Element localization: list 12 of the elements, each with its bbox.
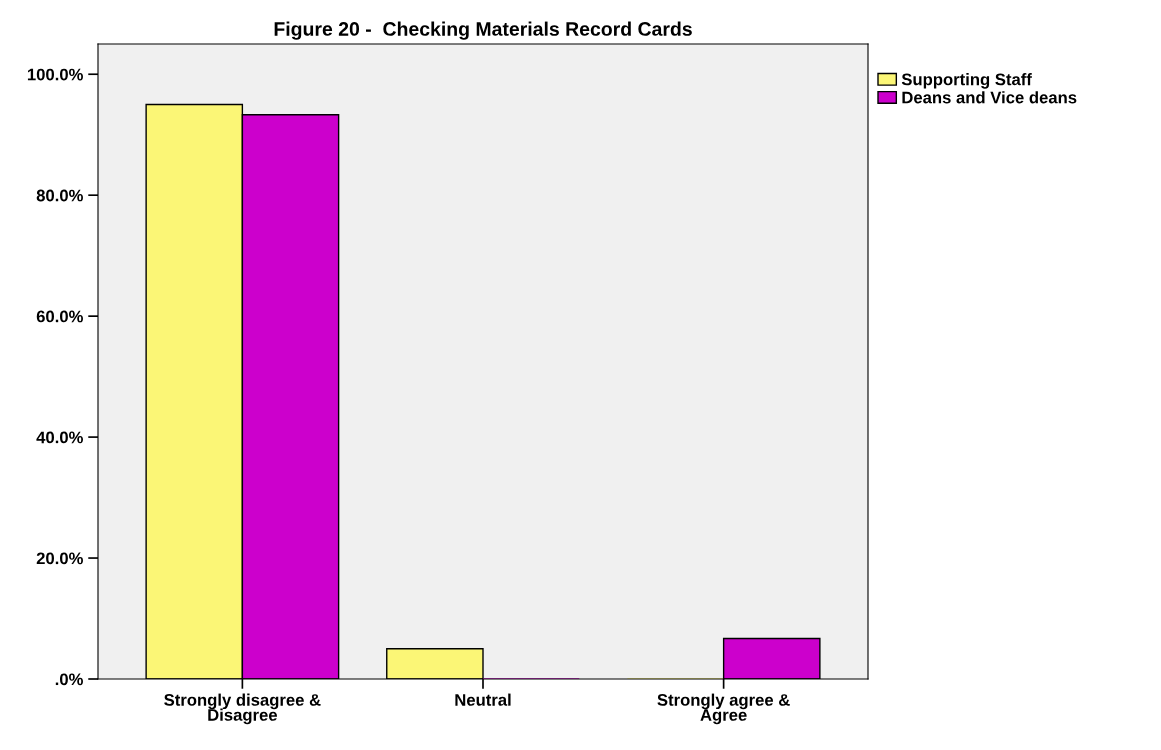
x-tick-label: Strongly agree & Agree <box>657 693 790 725</box>
x-tick-label: Strongly disagree & Disagree <box>164 693 321 725</box>
y-tick-label: 40.0% <box>36 431 83 444</box>
y-tick-label: 80.0% <box>36 189 83 202</box>
y-tick-label: .0% <box>55 673 83 686</box>
legend-label: Supporting Staff <box>901 73 1032 89</box>
chart-title: Figure 20 - Checking Materials Record Cards <box>274 21 692 40</box>
y-tick-label: 20.0% <box>36 552 83 565</box>
y-tick-label: 60.0% <box>36 310 83 323</box>
legend-label: Deans and Vice deans <box>902 91 1077 104</box>
x-tick-label: Neutral <box>455 693 511 706</box>
y-tick-label: 100.0% <box>27 68 83 81</box>
